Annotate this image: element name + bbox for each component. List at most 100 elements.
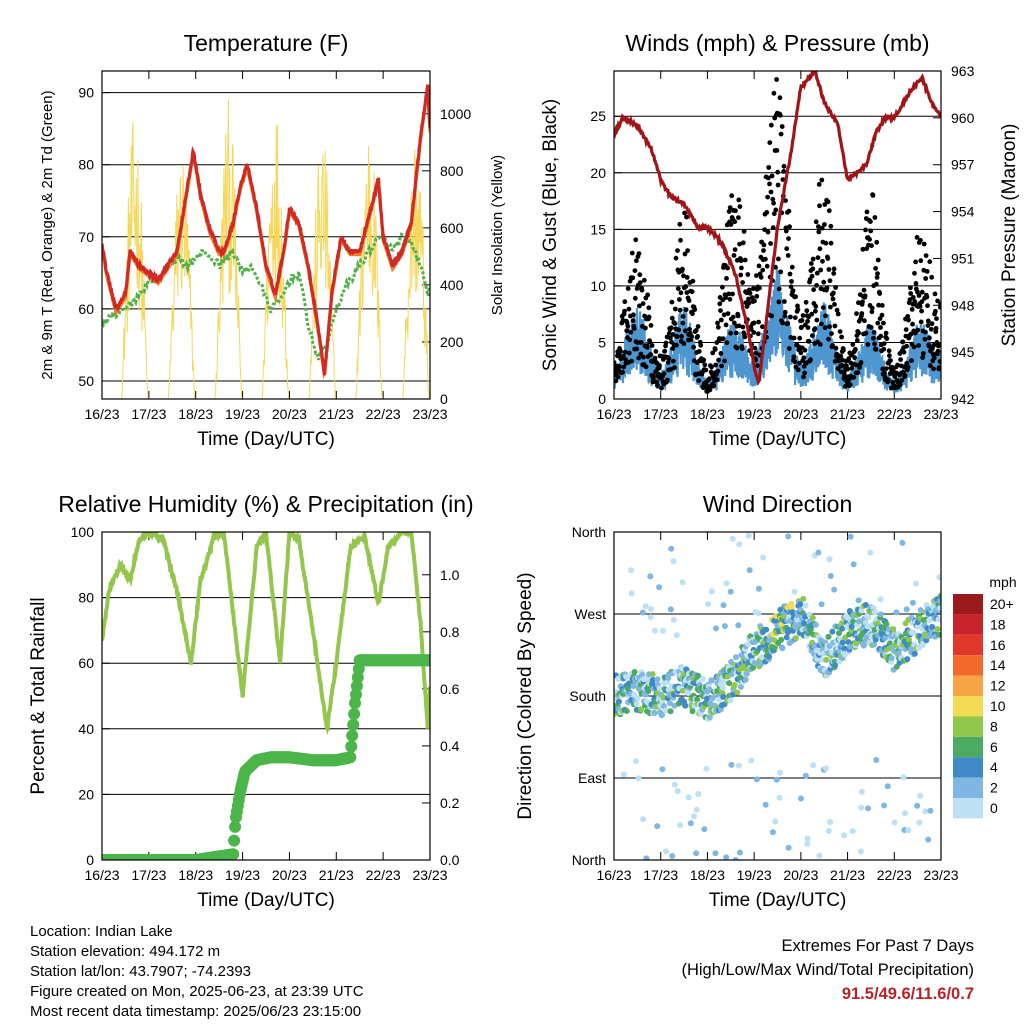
legend-swatch [953,614,983,635]
direction-point [651,710,658,716]
gust-point [918,319,924,325]
gust-point [751,286,756,291]
direction-point [757,661,764,668]
gust-point [880,366,886,372]
gust-point [873,347,879,352]
gust-point [781,169,787,174]
direction-point [699,675,706,682]
gust-point [833,285,838,290]
gust-point [762,227,767,233]
gust-point [701,357,707,363]
direction-point [642,603,649,610]
y-tick-label: 40 [78,721,94,737]
gust-point [710,350,716,356]
gust-point [831,266,837,272]
gust-point [934,316,939,321]
gust-point [631,312,636,318]
gust-point [684,275,690,280]
direction-point [916,819,923,826]
y-tick-label: 0 [86,852,94,868]
gust-point [908,285,913,291]
direction-point [663,848,669,855]
gust-point [621,364,627,370]
gust-point [767,140,773,146]
gust-point [869,309,875,315]
direction-point [862,602,869,608]
x-tick-label: 23/23 [923,867,958,883]
direction-point [826,556,833,563]
gust-point [906,317,911,323]
x-tick-label: 16/23 [596,867,631,883]
direction-point [732,857,739,860]
direction-point [812,621,819,628]
direction-point [929,624,936,630]
direction-point [623,708,630,714]
gust-point [789,279,794,284]
gust-point [689,289,695,295]
direction-point [936,631,941,638]
gust-point [725,311,731,316]
legend-label: 4 [990,759,998,775]
gust-point [852,355,858,361]
gust-point [777,95,783,101]
gust-point [823,313,828,319]
gust-point [821,279,827,285]
gust-point [936,365,941,370]
gust-point [912,299,918,304]
gust-point [778,269,784,275]
gust-point [720,284,725,290]
x-tick-label: 18/23 [690,406,725,422]
direction-point [742,676,749,683]
gust-point [644,345,650,350]
x-tick-label: 23/23 [412,867,447,883]
direction-point [709,695,716,701]
y-right-tick-label: 0.4 [440,738,460,754]
gust-point [917,304,923,309]
gust-point [776,256,781,262]
gust-point [798,350,804,356]
gust-point [709,364,714,370]
gust-point [868,324,874,330]
direction-point [638,706,645,713]
temp-2m-line [102,84,430,376]
direction-point [917,607,924,614]
gust-point [677,221,683,227]
legend-label: 10 [990,698,1006,714]
y-right-tick-label: 945 [951,344,975,360]
y-axis-label: Sonic Wind & Gust (Blue, Black) [540,99,561,371]
gust-point [858,360,864,365]
gust-point [782,309,788,315]
direction-point [836,630,842,637]
y-right-axis-label: Solar Insolation (Yellow) [489,155,506,315]
gust-point [620,369,625,375]
plot-area [614,532,941,860]
gust-point [787,271,793,277]
gust-point [881,341,887,346]
gust-point [747,290,753,296]
direction-point [871,641,877,648]
gust-point [884,336,890,341]
direction-point [726,680,733,687]
direction-point [891,819,898,826]
direction-point [910,629,917,636]
gust-point [643,364,649,370]
direction-point [903,606,910,613]
plot-area [102,84,430,399]
direction-point [877,596,884,603]
legend-label: 8 [990,718,998,734]
direction-point [758,654,765,661]
direction-point [779,645,786,652]
gust-point [695,334,701,339]
gust-point [681,341,687,346]
legend-swatch [953,696,983,717]
direction-point [701,826,708,833]
gust-point [636,355,642,361]
gust-point [785,321,791,326]
rainfall-point [346,729,359,742]
direction-point [723,854,730,860]
direction-point [927,807,934,814]
y-right-tick-label: 600 [440,220,464,236]
gust-point [726,291,732,297]
gust-point [927,259,933,265]
